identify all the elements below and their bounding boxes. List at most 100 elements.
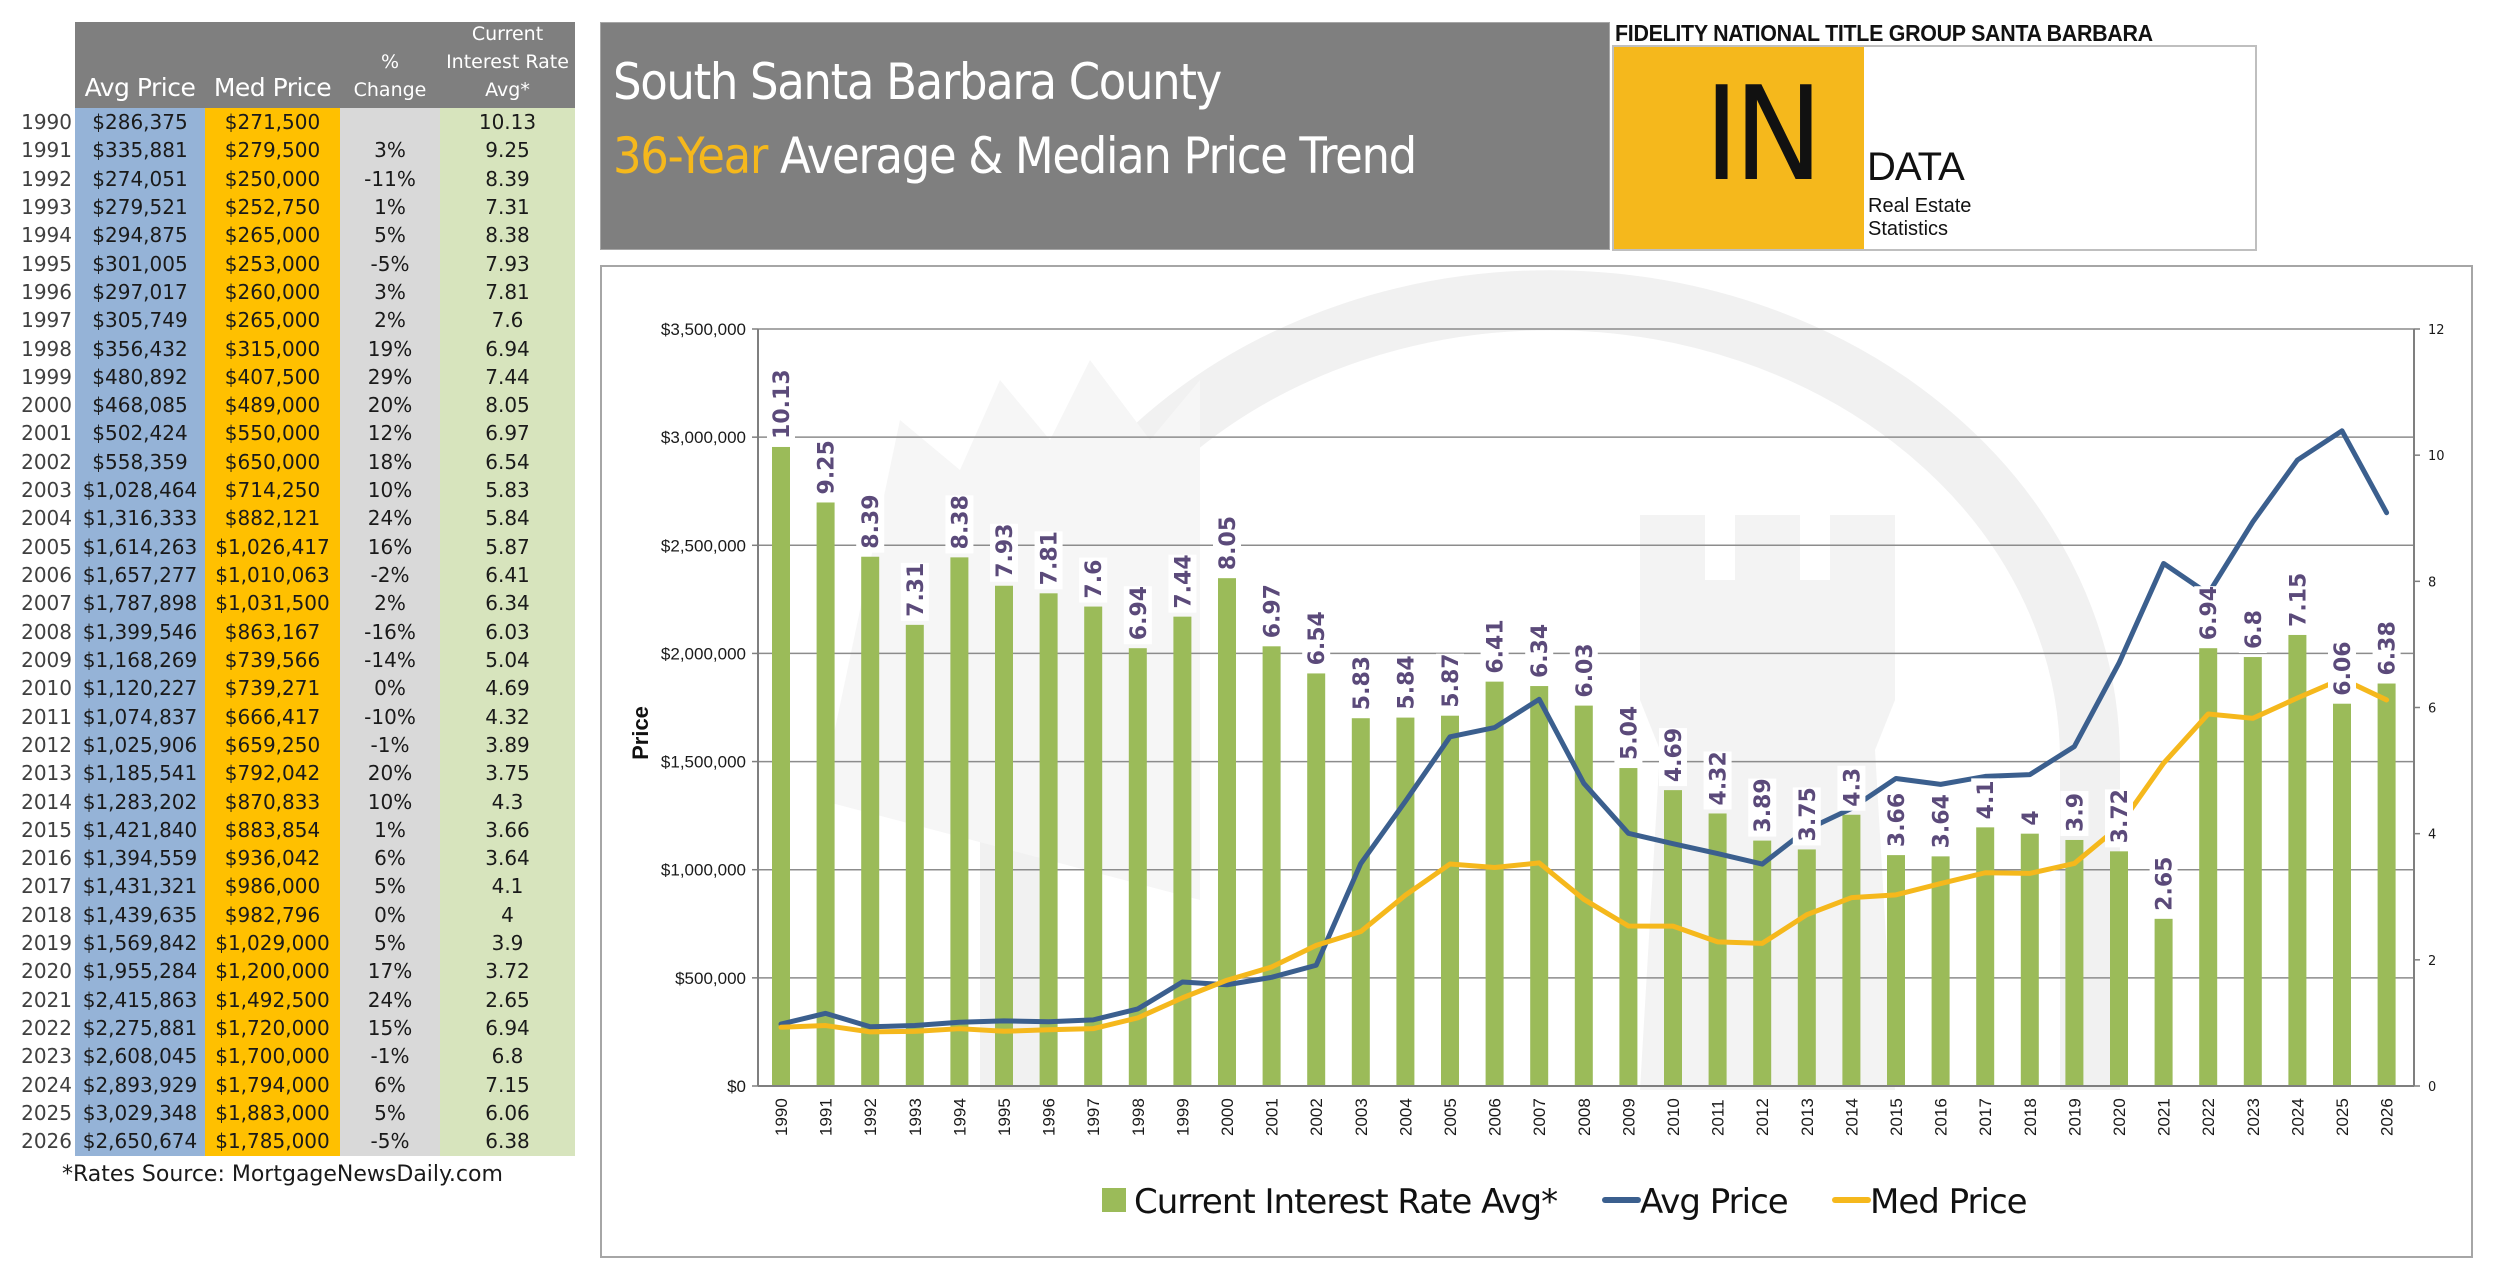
bar-data-label: 6.94 [1127, 586, 1152, 640]
row-med-price: $1,026,417 [215, 534, 330, 559]
row-med-price: $265,000 [224, 223, 321, 248]
table-row: 2006 $1,657,277 $1,010,063 -2% 6.41 [0, 561, 575, 589]
logo-in-text: IN [1704, 58, 1823, 210]
bar-data-label-group: 5.83 [1346, 656, 1375, 715]
row-interest-rate: 5.84 [485, 506, 530, 531]
row-interest-rate: 7.6 [491, 308, 524, 333]
x-tick-label: 2005 [1441, 1098, 1460, 1136]
bar-data-label-group: 6.03 [1569, 643, 1598, 702]
table-row: 2026 $2,650,674 $1,785,000 -5% 6.38 [0, 1127, 575, 1155]
row-interest-rate: 5.83 [485, 478, 530, 503]
row-interest-rate: 5.87 [485, 534, 530, 559]
interest-rate-bar [2377, 683, 2396, 1086]
page-title: South Santa Barbara County [613, 53, 1222, 111]
data-label-background [2194, 586, 2223, 645]
x-tick-label: 1990 [772, 1098, 791, 1136]
row-avg-price: $301,005 [92, 251, 188, 276]
bar-data-label: 6.97 [1261, 584, 1286, 638]
x-tick-label: 2007 [1530, 1098, 1549, 1136]
interest-rate-bar [2288, 634, 2307, 1086]
row-med-price: $792,042 [224, 761, 321, 786]
x-tick-label: 2002 [1307, 1098, 1326, 1136]
bar-data-label-group: 5.84 [1391, 655, 1420, 714]
x-tick-label: 1998 [1129, 1098, 1148, 1136]
row-interest-rate: 6.94 [485, 1016, 530, 1040]
row-year: 2014 [21, 789, 72, 814]
left-tick-label: $2,500,000 [661, 536, 746, 555]
table-header: Avg Price Med Price % Change Current Int… [75, 22, 575, 108]
row-avg-price: $1,316,333 [82, 506, 198, 531]
bar-data-label-group: 6.94 [2194, 586, 2223, 645]
bar-data-label: 4 [2019, 810, 2044, 825]
data-label-background [1882, 793, 1910, 852]
table-row: 1993 $279,521 $252,750 1% 7.31 [0, 193, 575, 221]
legend-label-rate: Current Interest Rate Avg* [1134, 1182, 1557, 1222]
row-med-price: $666,417 [224, 704, 321, 729]
interest-rate-bar [1842, 814, 1861, 1086]
legend-label-med: Med Price [1870, 1182, 2027, 1222]
table-row: 2012 $1,025,906 $659,250 -1% 3.89 [0, 731, 575, 759]
row-year: 2008 [21, 619, 72, 644]
row-year: 2004 [21, 506, 72, 531]
row-med-price: $870,833 [224, 789, 321, 814]
interest-rate-bar [1084, 606, 1103, 1086]
row-pct-change: -5% [370, 1129, 410, 1154]
bar-data-label: 3.66 [1885, 793, 1910, 847]
bar-data-label-group: 7.15 [2283, 573, 2312, 631]
row-avg-price: $1,394,559 [82, 846, 198, 871]
bar-data-label: 3.64 [1930, 794, 1955, 848]
row-interest-rate: 6.94 [485, 336, 530, 361]
bar-data-label: 2.65 [2153, 857, 2178, 911]
data-label-background [2149, 856, 2178, 915]
table-row: 2001 $502,424 $550,000 12% 6.97 [0, 419, 575, 447]
header-med-price: Med Price [213, 73, 332, 102]
bar-data-label: 5.84 [1394, 655, 1419, 709]
data-label-background [2015, 810, 2044, 830]
right-tick-label: 2 [2428, 954, 2436, 969]
row-med-price: $271,500 [224, 110, 321, 134]
row-interest-rate: 4.69 [485, 676, 530, 701]
row-year: 2021 [21, 987, 72, 1012]
x-tick-label: 2026 [2378, 1098, 2397, 1136]
row-pct-change: -2% [370, 563, 410, 587]
row-avg-price: $286,375 [92, 110, 188, 134]
row-med-price: $279,500 [224, 138, 321, 163]
bar-data-label-group: 7.31 [900, 563, 929, 621]
interest-rate-bar [950, 557, 969, 1086]
table-row: 1998 $356,432 $315,000 19% 6.94 [0, 335, 575, 363]
table-row: 1999 $480,892 $407,500 29% 7.44 [0, 363, 575, 391]
row-pct-change: -11% [364, 166, 416, 191]
row-interest-rate: 8.05 [485, 393, 530, 418]
bar-data-label: 8.39 [859, 494, 884, 548]
legend-label-avg: Avg Price [1640, 1182, 1788, 1222]
row-pct-change: 16% [367, 534, 413, 559]
bar-data-label-group: 5.87 [1436, 653, 1464, 712]
x-tick-label: 1992 [861, 1098, 880, 1136]
left-tick-label: $1,500,000 [661, 753, 746, 772]
x-tick-label: 2017 [1976, 1098, 1995, 1136]
data-label-background [1168, 554, 1197, 613]
row-interest-rate: 3.89 [485, 732, 530, 757]
data-label-background [1034, 531, 1063, 590]
data-label-background [1837, 765, 1866, 811]
table-row: 2022 $2,275,881 $1,720,000 15% 6.94 [0, 1014, 575, 1042]
logo-data-text: DATA [1867, 145, 1965, 189]
x-tick-label: 1993 [906, 1098, 925, 1136]
row-interest-rate: 9.25 [485, 138, 530, 163]
interest-rate-bar [1441, 715, 1459, 1086]
row-year: 1991 [21, 138, 72, 163]
row-year: 1996 [21, 279, 72, 304]
row-med-price: $739,271 [224, 676, 321, 701]
interest-rate-bar [1218, 578, 1236, 1086]
bar-data-label: 6.8 [2242, 610, 2267, 649]
data-label-background [1926, 794, 1955, 853]
bar-data-label-group: 3.89 [1748, 778, 1777, 837]
table-row: 2002 $558,359 $650,000 18% 6.54 [0, 448, 575, 476]
row-pct-change: 20% [367, 761, 413, 786]
row-pct-change: 2% [374, 591, 406, 616]
row-avg-price: $279,521 [92, 194, 188, 219]
row-pct-change: 6% [374, 846, 406, 871]
x-tick-label: 1999 [1173, 1098, 1192, 1136]
x-tick-label: 2018 [2021, 1098, 2040, 1136]
interest-rate-bar [2333, 703, 2351, 1086]
